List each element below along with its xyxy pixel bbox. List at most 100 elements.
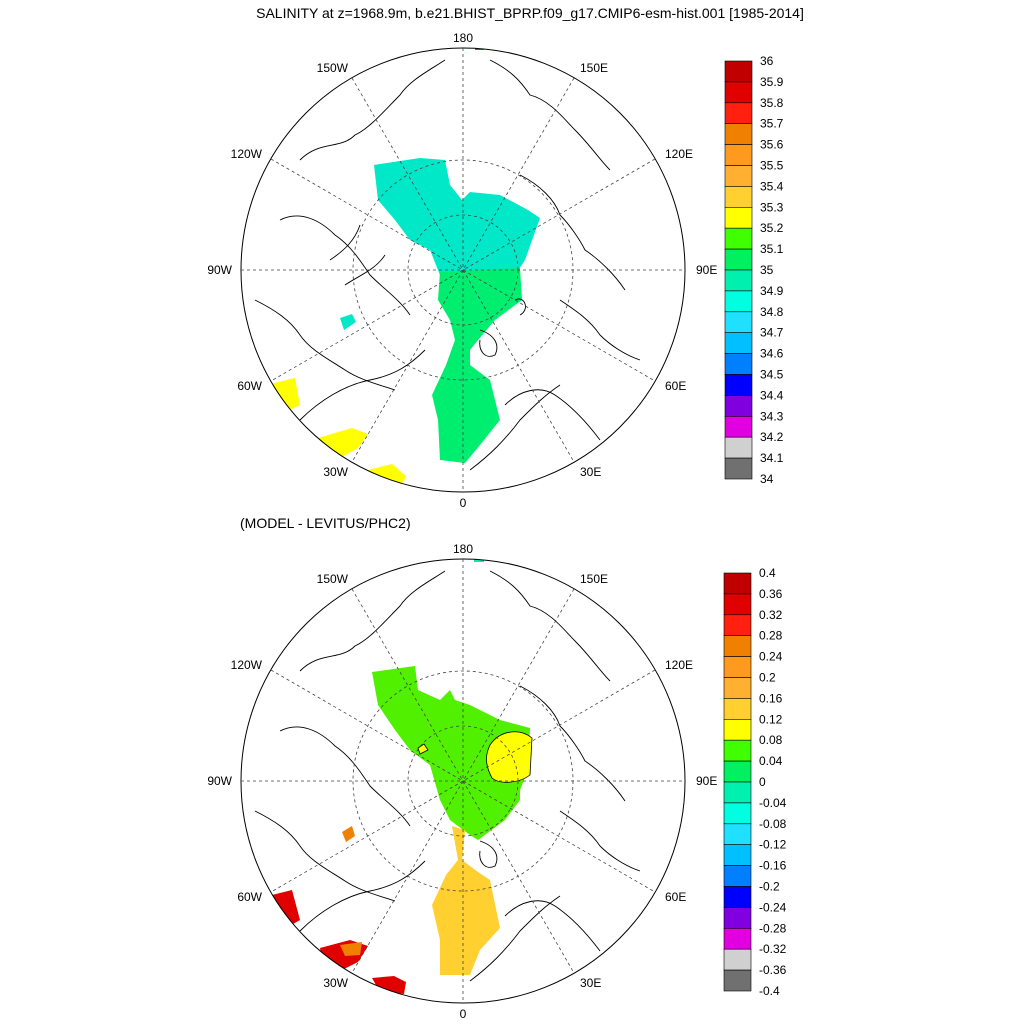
top-colorbar-label: 35.3 [760, 200, 784, 214]
top-field-yellow-3 [368, 464, 406, 490]
top-colorbar-swatch [724, 186, 753, 208]
bot-lon-180: 180 [453, 542, 473, 556]
bottom-longitude-labels: 180 150E 120E 90E 60E 30E 0 30W 60W 90W … [207, 542, 717, 1021]
top-colorbar-swatch [724, 374, 753, 396]
bottom-colorbar-swatch [723, 656, 752, 678]
top-colorbar-label: 34.7 [760, 326, 784, 340]
bot-lon-120w: 120W [231, 658, 263, 672]
bottom-colorbar-label: -0.24 [759, 900, 787, 914]
top-colorbar-label: 34 [760, 472, 774, 486]
bottom-colorbar-label: 0.32 [759, 608, 783, 622]
top-colorbar-swatch [724, 207, 753, 229]
top-colorbar-swatch [724, 457, 753, 480]
top-lon-120w: 120W [231, 147, 263, 161]
bottom-colorbar-label: -0.2 [759, 880, 780, 894]
bot-lon-0: 0 [460, 1007, 467, 1021]
top-colorbar-label: 35.9 [760, 75, 784, 89]
top-colorbar-swatch [724, 123, 753, 145]
bottom-colorbar-swatch [723, 844, 752, 866]
bottom-colorbar-swatch [723, 927, 752, 950]
top-colorbar: 36 35.9 35.8 35.7 35.6 35.5 35.4 35.3 35.2 35.1 35… [724, 54, 784, 486]
top-colorbar-label: 35.7 [760, 117, 784, 131]
top-colorbar-swatch [724, 290, 753, 313]
top-colorbar-label: 34.1 [760, 451, 784, 465]
top-colorbar-swatch [724, 269, 753, 292]
top-field-cyan-small [340, 314, 356, 330]
bot-lon-30w: 30W [323, 976, 348, 990]
top-lon-60e: 60E [665, 379, 686, 393]
top-colorbar-label: 34.4 [760, 388, 784, 402]
bottom-colorbar-label: 0.12 [759, 712, 783, 726]
top-lon-150e: 150E [580, 61, 608, 75]
top-coastlines [254, 59, 641, 471]
bottom-colorbar-swatch [723, 865, 752, 887]
bottom-colorbar-label: -0.28 [759, 921, 787, 935]
bottom-colorbar-label: -0.4 [759, 984, 780, 998]
bot-field-orange-2 [340, 942, 362, 956]
bottom-colorbar-swatch [723, 593, 752, 616]
bot-lon-150e: 150E [580, 572, 608, 586]
bottom-colorbar-swatch [723, 802, 752, 825]
top-colorbar-label: 34.6 [760, 347, 784, 361]
bottom-colorbar-label: 0.4 [759, 566, 776, 580]
top-colorbar-swatch [724, 144, 753, 166]
bottom-colorbar-label: 0.2 [759, 671, 776, 685]
top-lon-120e: 120E [665, 147, 693, 161]
top-lon-150w: 150W [317, 61, 349, 75]
bottom-colorbar-swatch [723, 781, 752, 804]
bot-field-gold [432, 826, 500, 975]
top-colorbar-swatch [724, 395, 753, 417]
subtitle: (MODEL - LEVITUS/PHC2) [240, 515, 411, 531]
bottom-colorbar-swatch [723, 572, 752, 595]
bottom-colorbar-label: -0.08 [759, 817, 787, 831]
bottom-colorbar-label: 0.36 [759, 587, 783, 601]
top-lon-30e: 30E [580, 465, 601, 479]
bottom-colorbar-label: 0.24 [759, 650, 783, 664]
bottom-colorbar-swatch [723, 718, 752, 741]
top-colorbar-swatch [724, 165, 753, 187]
bottom-colorbar-swatch [723, 739, 752, 762]
top-colorbar-label: 35.2 [760, 221, 784, 235]
top-colorbar-swatch [724, 102, 753, 125]
top-colorbar-label: 34.5 [760, 368, 784, 382]
bottom-colorbar-label: -0.32 [759, 942, 787, 956]
top-colorbar-swatch [724, 81, 753, 104]
top-field-green [432, 268, 522, 463]
bot-lon-90e: 90E [696, 774, 717, 788]
bottom-colorbar-swatch [723, 907, 752, 929]
top-colorbar-label: 34.8 [760, 305, 784, 319]
top-colorbar-swatch [724, 227, 753, 250]
top-colorbar-label: 35.4 [760, 179, 784, 193]
bottom-colorbar-swatch [723, 948, 752, 971]
bottom-colorbar-swatch [723, 677, 752, 699]
bottom-colorbar-label: 0.04 [759, 754, 783, 768]
top-colorbar-label: 34.9 [760, 284, 784, 298]
bottom-map: 180 150E 120E 90E 60E 30E 0 30W 60W 90W … [207, 542, 717, 1021]
bot-lon-60w: 60W [237, 890, 262, 904]
top-lon-0: 0 [460, 496, 467, 510]
top-colorbar-label: 34.3 [760, 409, 784, 423]
bottom-graticule [241, 559, 685, 1003]
top-colorbar-swatch [724, 332, 753, 354]
bottom-colorbar-label: -0.36 [759, 963, 787, 977]
top-graticule [241, 48, 685, 492]
top-colorbar-label: 36 [760, 54, 774, 68]
top-field-yellow-1 [270, 378, 300, 412]
top-lon-180: 180 [453, 31, 473, 45]
top-colorbar-label: 34.2 [760, 430, 784, 444]
bot-lon-120e: 120E [665, 658, 693, 672]
top-lon-30w: 30W [323, 465, 348, 479]
bot-field-red-1 [272, 890, 300, 928]
bottom-colorbar-swatch [723, 886, 752, 908]
bottom-colorbar-label: -0.04 [759, 796, 787, 810]
bot-lon-150w: 150W [317, 572, 349, 586]
bot-field-red-3 [372, 976, 406, 994]
top-colorbar-label: 35.6 [760, 138, 784, 152]
bottom-coastlines [254, 570, 641, 982]
bottom-colorbar-label: -0.16 [759, 859, 787, 873]
top-colorbar-swatch [724, 415, 753, 438]
top-colorbar-label: 35.1 [760, 242, 784, 256]
bottom-colorbar-label: 0.16 [759, 691, 783, 705]
top-colorbar-label: 35.8 [760, 96, 784, 110]
bot-lon-30e: 30E [580, 976, 601, 990]
